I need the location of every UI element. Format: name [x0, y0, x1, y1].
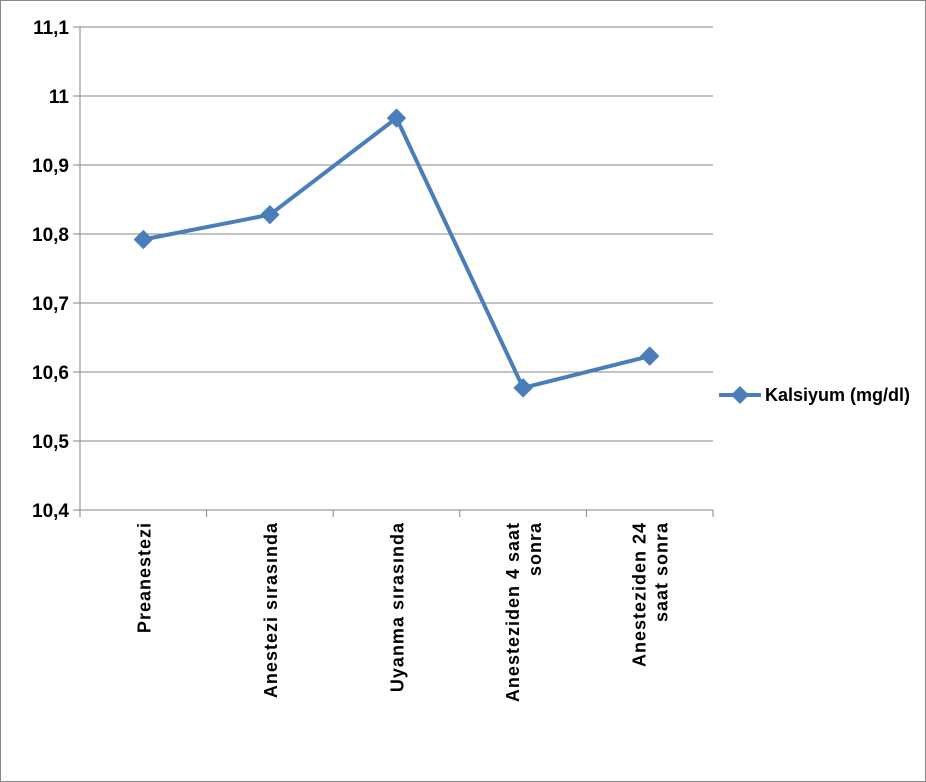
- legend-marker: [731, 386, 749, 404]
- legend-label: Kalsiyum (mg/dl): [765, 385, 910, 405]
- y-tick-label: 10,5: [32, 432, 69, 453]
- y-tick-label: 10,6: [32, 363, 69, 384]
- y-tick-label: 11: [49, 87, 70, 108]
- y-tick-label: 11,1: [33, 18, 69, 39]
- x-tick-label: Uyanma sırasında: [388, 522, 408, 692]
- y-tick-label: 10,8: [32, 225, 69, 246]
- data-point-marker: [260, 204, 280, 225]
- data-point-marker: [133, 229, 154, 250]
- x-tick-label: sonra: [525, 522, 545, 576]
- y-tick-label: 10,9: [32, 156, 69, 177]
- y-tick-label: 10,4: [32, 501, 69, 522]
- data-point-marker: [386, 108, 407, 128]
- series-line: [142, 116, 651, 390]
- y-tick-label: 10,7: [32, 294, 69, 315]
- x-tick-label: Anesteziden 4 saat: [503, 522, 523, 702]
- data-point-marker: [513, 378, 533, 398]
- x-tick-label: saat sonra: [652, 522, 672, 622]
- x-tick-label: Anestezi sırasında: [261, 522, 281, 698]
- x-tick-label: Anesteziden 24: [630, 522, 650, 667]
- x-tick-label: Preanestezi: [134, 522, 154, 633]
- data-point-marker: [639, 346, 660, 366]
